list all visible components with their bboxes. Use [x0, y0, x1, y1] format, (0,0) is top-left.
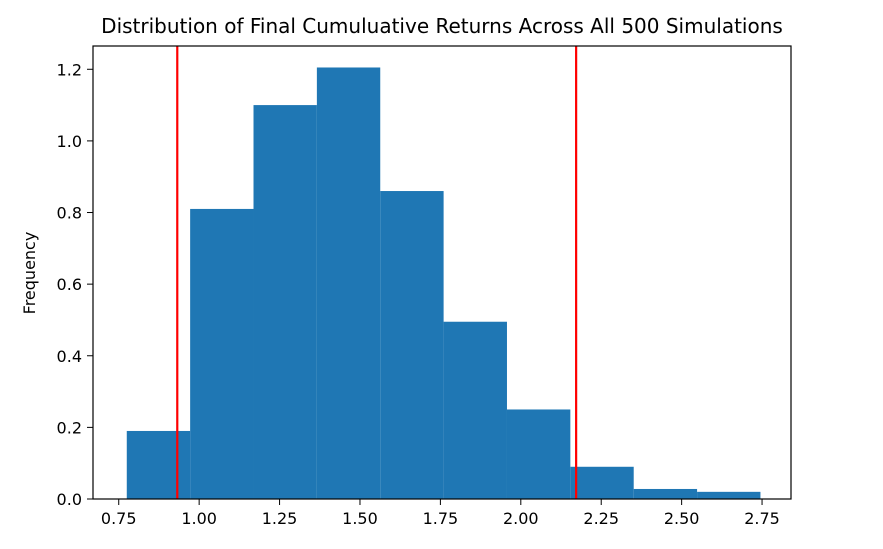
histogram-bar-9 — [633, 488, 698, 499]
histogram-bar-10 — [697, 491, 761, 499]
histogram-bar-5 — [380, 191, 444, 499]
histogram-bar-7 — [506, 409, 571, 499]
bars-group — [126, 67, 761, 499]
y-tick-label: 0.4 — [57, 347, 82, 366]
x-tick-label: 2.25 — [583, 509, 619, 528]
histogram-bar-1 — [126, 430, 191, 499]
plot-frame — [92, 45, 792, 500]
x-tick-label: 1.50 — [342, 509, 378, 528]
y-axis-ticks: 0.0 0.2 0.4 0.6 0.8 1.0 1.2 — [57, 60, 93, 509]
y-tick-label: 0.8 — [57, 204, 82, 223]
y-tick-label: 1.0 — [57, 132, 82, 151]
x-tick-label: 0.75 — [101, 509, 137, 528]
y-tick-label: 0.6 — [57, 275, 82, 294]
x-axis-ticks: 0.75 1.00 1.25 1.50 1.75 2.00 2.25 2.50 2.75 — [101, 499, 780, 528]
histogram-bar-8 — [570, 466, 634, 499]
threshold-lines-group — [176, 46, 578, 499]
chart-title: Distribution of Final Cumuluative Return… — [101, 14, 783, 38]
y-tick-label: 0.0 — [57, 490, 82, 509]
histogram-bar-6 — [443, 321, 507, 499]
x-tick-label: 1.25 — [262, 509, 298, 528]
histogram-bar-2 — [190, 208, 254, 499]
histogram-bar-3 — [253, 105, 317, 499]
y-axis-label: Frequency — [20, 232, 39, 315]
x-tick-label: 2.00 — [503, 509, 539, 528]
x-tick-label: 2.75 — [744, 509, 780, 528]
x-tick-label: 2.50 — [664, 509, 700, 528]
histogram-bar-4 — [316, 67, 381, 499]
y-tick-label: 0.2 — [57, 418, 82, 437]
y-tick-label: 1.2 — [57, 60, 82, 79]
x-tick-label: 1.75 — [423, 509, 459, 528]
x-tick-label: 1.00 — [181, 509, 217, 528]
